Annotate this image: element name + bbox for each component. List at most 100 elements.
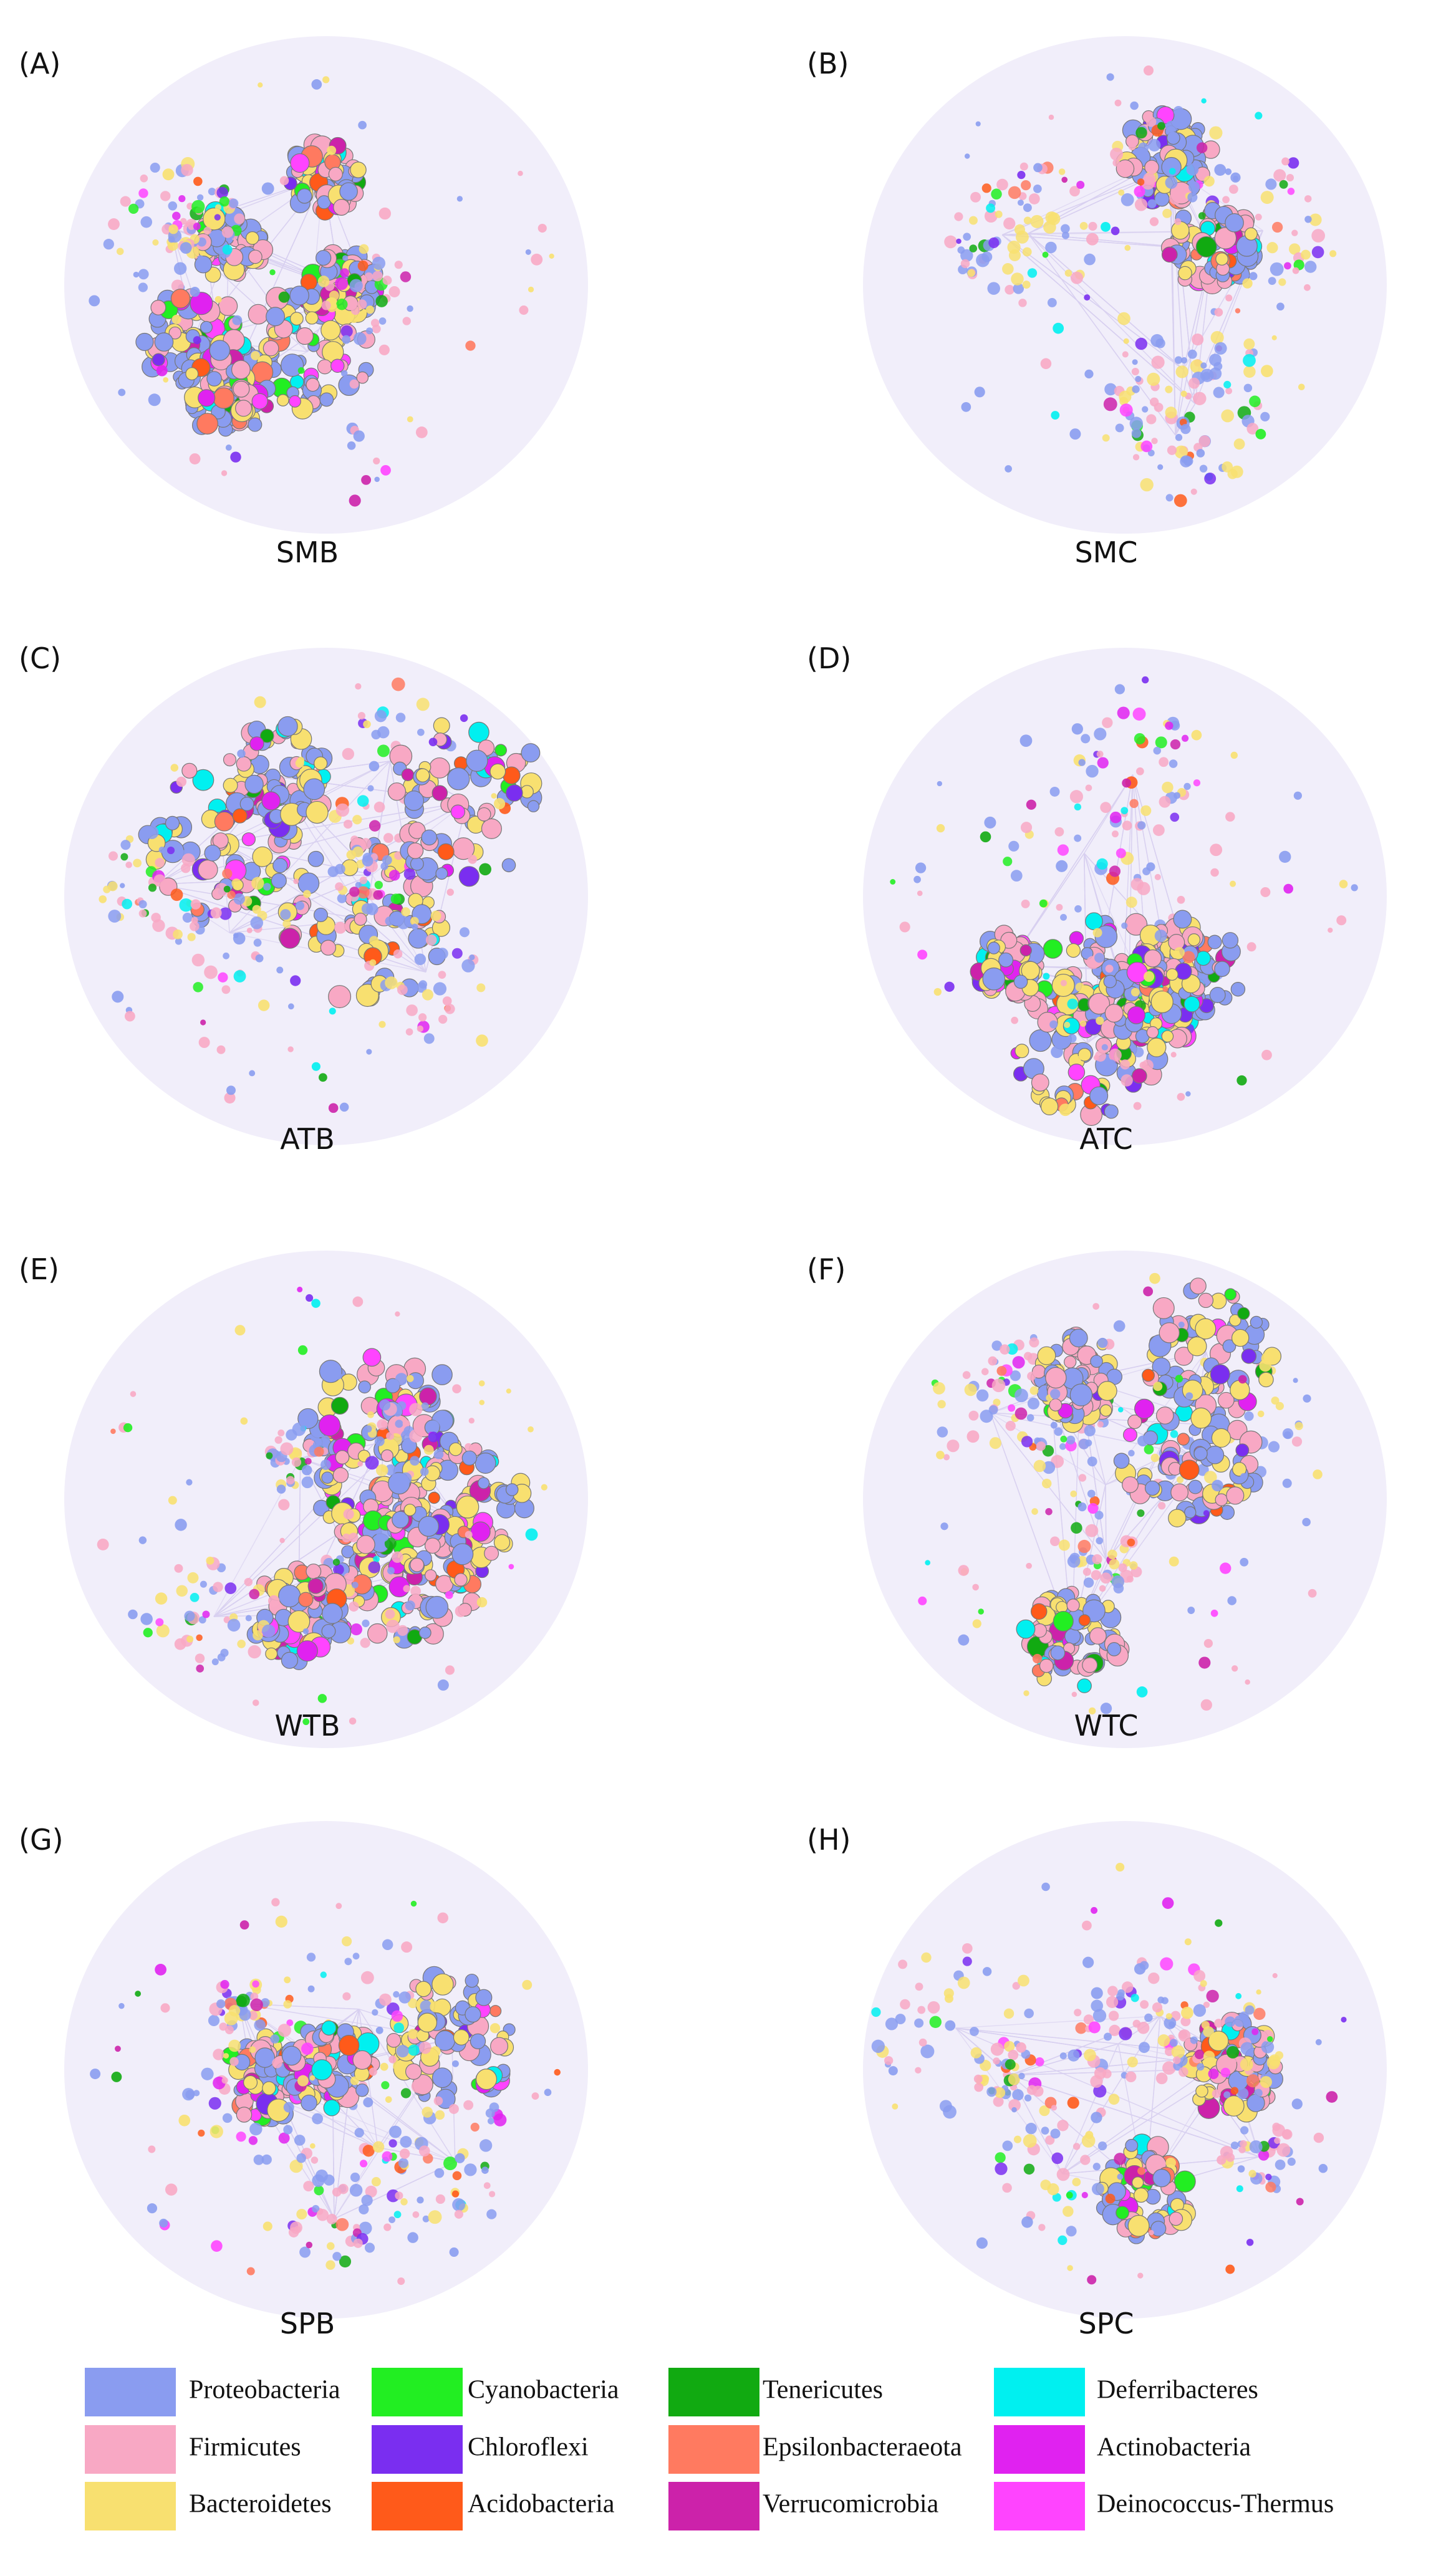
node [1008, 2073, 1020, 2085]
node [1214, 164, 1227, 176]
node [211, 2240, 223, 2252]
node [531, 253, 543, 266]
node [401, 1941, 413, 1953]
node [171, 314, 181, 324]
node [1069, 428, 1081, 440]
network [863, 648, 1387, 1145]
node [1122, 1476, 1139, 1493]
node [1192, 333, 1204, 346]
node [1147, 372, 1160, 386]
node [1152, 2168, 1171, 2188]
node [917, 2006, 926, 2014]
node [885, 2017, 899, 2031]
node [415, 1416, 423, 1425]
node [261, 791, 281, 810]
node [1048, 114, 1054, 120]
node [401, 907, 411, 917]
node [204, 965, 218, 979]
node [1109, 1559, 1120, 1570]
node [219, 907, 232, 920]
panel-name: WTB [274, 1709, 340, 1742]
node [226, 1085, 236, 1095]
node [133, 271, 140, 278]
node [489, 2191, 496, 2198]
node [186, 1479, 193, 1486]
node [1124, 244, 1131, 251]
node [1313, 1469, 1323, 1479]
node [407, 305, 413, 312]
node [1281, 157, 1289, 166]
node [525, 249, 531, 255]
node [1272, 2122, 1281, 2131]
node [261, 182, 274, 195]
node [1198, 435, 1211, 448]
node [193, 176, 203, 186]
node [1142, 1368, 1155, 1382]
node [1069, 790, 1083, 804]
node [223, 753, 237, 767]
node [306, 2241, 313, 2249]
node [1181, 734, 1189, 742]
node [1302, 1517, 1311, 1527]
node [1287, 188, 1295, 195]
node [1093, 1055, 1099, 1061]
node [1021, 180, 1031, 191]
node [206, 1556, 214, 1565]
node [203, 226, 211, 235]
node [455, 2153, 465, 2163]
node [221, 226, 234, 238]
node [220, 1648, 229, 1657]
node [937, 781, 943, 787]
node [448, 1442, 463, 1456]
node [1183, 782, 1191, 791]
node [407, 2232, 418, 2243]
node [1024, 2094, 1032, 2102]
node [361, 474, 371, 485]
node [1003, 2008, 1015, 2019]
node [1235, 1443, 1250, 1458]
node [224, 2026, 234, 2035]
node [1210, 843, 1223, 857]
node [988, 1356, 998, 1366]
node [352, 815, 362, 825]
node [286, 1429, 297, 1441]
node [222, 244, 233, 255]
node [1060, 913, 1067, 921]
node [200, 1580, 207, 1588]
node [1294, 1421, 1303, 1430]
node [1129, 799, 1139, 809]
node [1240, 1473, 1248, 1480]
node [1059, 1443, 1066, 1450]
node [914, 2018, 924, 2028]
node [279, 176, 289, 185]
node [203, 208, 226, 231]
node [158, 847, 166, 853]
node [410, 857, 424, 871]
node [1309, 213, 1322, 226]
node [1255, 428, 1266, 440]
node [191, 199, 205, 214]
node [1012, 2089, 1024, 2101]
node [1189, 1277, 1207, 1295]
node [388, 2055, 397, 2064]
node [1170, 1430, 1178, 1438]
node [329, 291, 339, 301]
node [1173, 910, 1192, 929]
network-edges-bg [863, 648, 1387, 1145]
node [363, 720, 371, 728]
node [486, 2209, 497, 2219]
node [1293, 791, 1302, 800]
node [1096, 751, 1104, 758]
node [1094, 728, 1107, 741]
node [1084, 369, 1094, 378]
node [1078, 1474, 1087, 1482]
node [378, 317, 387, 325]
node [1017, 171, 1026, 180]
node [476, 2069, 498, 2090]
node [1186, 163, 1199, 176]
node [357, 886, 370, 899]
node [958, 1634, 970, 1646]
node [349, 1717, 357, 1725]
node [1168, 1509, 1187, 1527]
node [1291, 1436, 1303, 1447]
